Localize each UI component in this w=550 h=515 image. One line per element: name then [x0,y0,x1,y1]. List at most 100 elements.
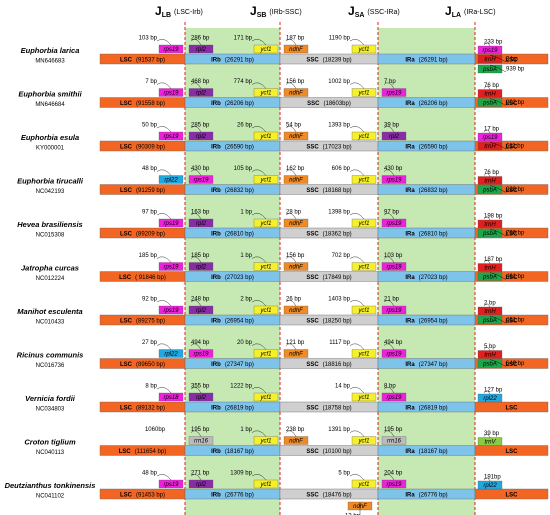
region-label: IRa (26954 bp) [405,318,447,324]
bp-label: 790 bp [506,231,525,237]
bp-label: 14 bp [335,384,351,390]
region-label: SSC (10100 bp) [306,449,351,455]
gene-name: rps19 [163,134,179,140]
species-name: Ricinus communis [17,350,84,359]
gene-name: rpl2 [196,265,207,271]
arrow [190,343,202,350]
bp-label: 1 bp [240,427,252,433]
bp-label: 50 bp [142,123,158,129]
bp-label: 7 bp [384,79,396,85]
gene-name: rps19 [386,352,402,358]
region-size: (26291 bp) [225,57,254,63]
gene-name: psbA [482,362,497,368]
arrow [156,126,172,133]
gene-name: ycf1 [357,439,369,445]
region-name: SSC [306,318,319,324]
arrow [285,213,297,220]
gene-name: trnH [484,266,496,272]
bp-label: 97 bp [384,210,400,216]
region-size: (27347 bp) [419,362,448,368]
region-label: IRa (26776 bp) [405,492,447,498]
bp-label: 39 bp [484,431,500,437]
region-name: IRb [211,449,221,455]
region-size: (18167 bp) [225,449,254,455]
region-label: IRb (26776 bp) [211,492,254,498]
arrow [190,430,202,437]
region-name: LSC [120,231,133,237]
species-name: Euphorbia tirucalli [17,176,84,185]
region-bar [474,184,549,195]
gene-name: rps19 [163,47,179,53]
accession: NC016736 [36,363,65,369]
bp-label: 8 bp [145,384,157,390]
accession: NC042193 [36,189,65,195]
region-name: IRa [405,57,415,63]
arrow [349,387,365,394]
region-name: SSC [306,492,319,498]
gene-name: rpl2 [196,47,207,53]
gene-name: ndhF [289,134,303,140]
arrow [483,42,491,47]
region-name: SSC [306,57,319,63]
region-size: (89650 bp) [136,362,165,368]
gene-name: ndhF [289,352,303,358]
bp-label: 3 bp [506,57,518,63]
junction-symbol: J [155,4,162,18]
region-name: SSC [306,188,319,194]
gene-name: ycf1 [259,47,271,53]
gene-name: rpl2 [196,221,207,227]
bp-label: 902 bp [506,100,525,106]
arrow [483,303,491,308]
bp-label: 606 bp [332,166,351,172]
region-label: IRb (18167 bp) [211,449,254,455]
gene-name: rpl2 [196,134,207,140]
gene-name: ycf1 [357,47,369,53]
arrow [349,256,365,263]
gene-name: rps18 [163,395,179,401]
gene-name: psbA [482,231,497,237]
gene-name: rpl2 [196,308,207,314]
bp-label: 97 bp [142,210,158,216]
region-name: LSC [120,492,133,498]
bp-label: 611 bp [506,144,525,150]
bp-label: 39 bp [384,123,400,129]
arrow [349,82,365,89]
arrow [251,256,267,263]
bp-label: 121 bp [286,340,305,346]
gene-name: rpl2 [389,134,400,140]
arrow [251,82,267,89]
accession: MN646684 [35,102,65,108]
region-size: (18239 bp) [323,57,352,63]
region-name: LSC [506,57,519,63]
bp-label: 920 bp [506,187,525,193]
arrow [156,39,172,46]
region-size: (26776 bp) [225,492,254,498]
gene-name: ycf1 [259,352,271,358]
junction-sub: LA [452,12,461,19]
bp-label: 127 bp [484,388,503,394]
gene-name: rps19 [386,395,402,401]
region-size: (89209 bp) [136,231,165,237]
arrow [190,387,202,394]
gene-name: rps19 [163,91,179,97]
bp-label: 103 bp [384,253,403,259]
bp-label: 156 bp [286,253,305,259]
gene-name: ndhF [289,47,303,53]
junction-header: JLB (LSC-Irb) [155,4,203,19]
species-name: Euphorbia larica [21,46,80,55]
bp-label: 185 bp [191,253,210,259]
region-size: (18168 bp) [323,188,352,194]
arrow [489,315,507,324]
arrow [156,82,172,89]
bp-label: 494 bp [384,340,403,346]
arrow [156,474,172,481]
bp-label: 461 bp [506,318,525,324]
region-label: IRb (26590 bp) [211,144,254,150]
region-label: IRb (26291 bp) [211,57,254,63]
bp-label: 76 bp [484,170,500,176]
region-size: (26810 bp) [419,231,448,237]
arrow [349,39,365,46]
bp-label: 171 bp [234,36,253,42]
region-name: LSC [506,318,519,324]
